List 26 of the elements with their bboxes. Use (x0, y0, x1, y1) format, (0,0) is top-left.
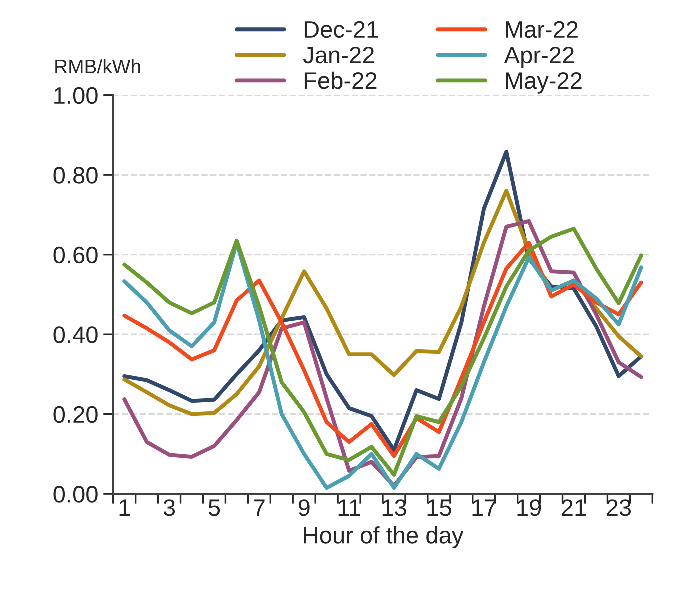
x-tick-label: 7 (254, 500, 265, 516)
legend-label: Jan-22 (303, 46, 374, 64)
x-tick-label: 3 (164, 500, 176, 516)
x-tick-label: 9 (298, 500, 310, 516)
x-tick-label: 21 (562, 500, 586, 516)
y-tick-label: 0.20 (54, 406, 98, 424)
legend-label: Mar-22 (506, 21, 578, 38)
legend-label: Feb-22 (304, 72, 377, 90)
y-axis-title: RMB/kWh (56, 59, 140, 74)
x-tick-label: 15 (428, 500, 452, 516)
x-tick-label: 19 (518, 500, 542, 516)
x-axis-title: Hour of the day (304, 526, 464, 549)
x-tick-label: 23 (607, 500, 632, 516)
y-tick-label: 0.00 (54, 486, 98, 503)
y-tick-label: 1.00 (54, 87, 98, 104)
x-tick-label: 13 (382, 500, 406, 516)
y-tick-label: 0.80 (54, 167, 98, 184)
x-tick-label: 11 (338, 500, 360, 516)
y-tick-label: 0.60 (54, 246, 98, 264)
y-tick-label: 0.40 (54, 326, 98, 344)
legend-label: Dec-21 (304, 21, 378, 38)
legend-label: Apr-22 (504, 46, 574, 68)
x-tick-label: 17 (472, 500, 496, 516)
legend-label: May-22 (506, 72, 582, 94)
x-tick-label: 5 (208, 500, 220, 516)
x-tick-label: 1 (120, 500, 130, 516)
